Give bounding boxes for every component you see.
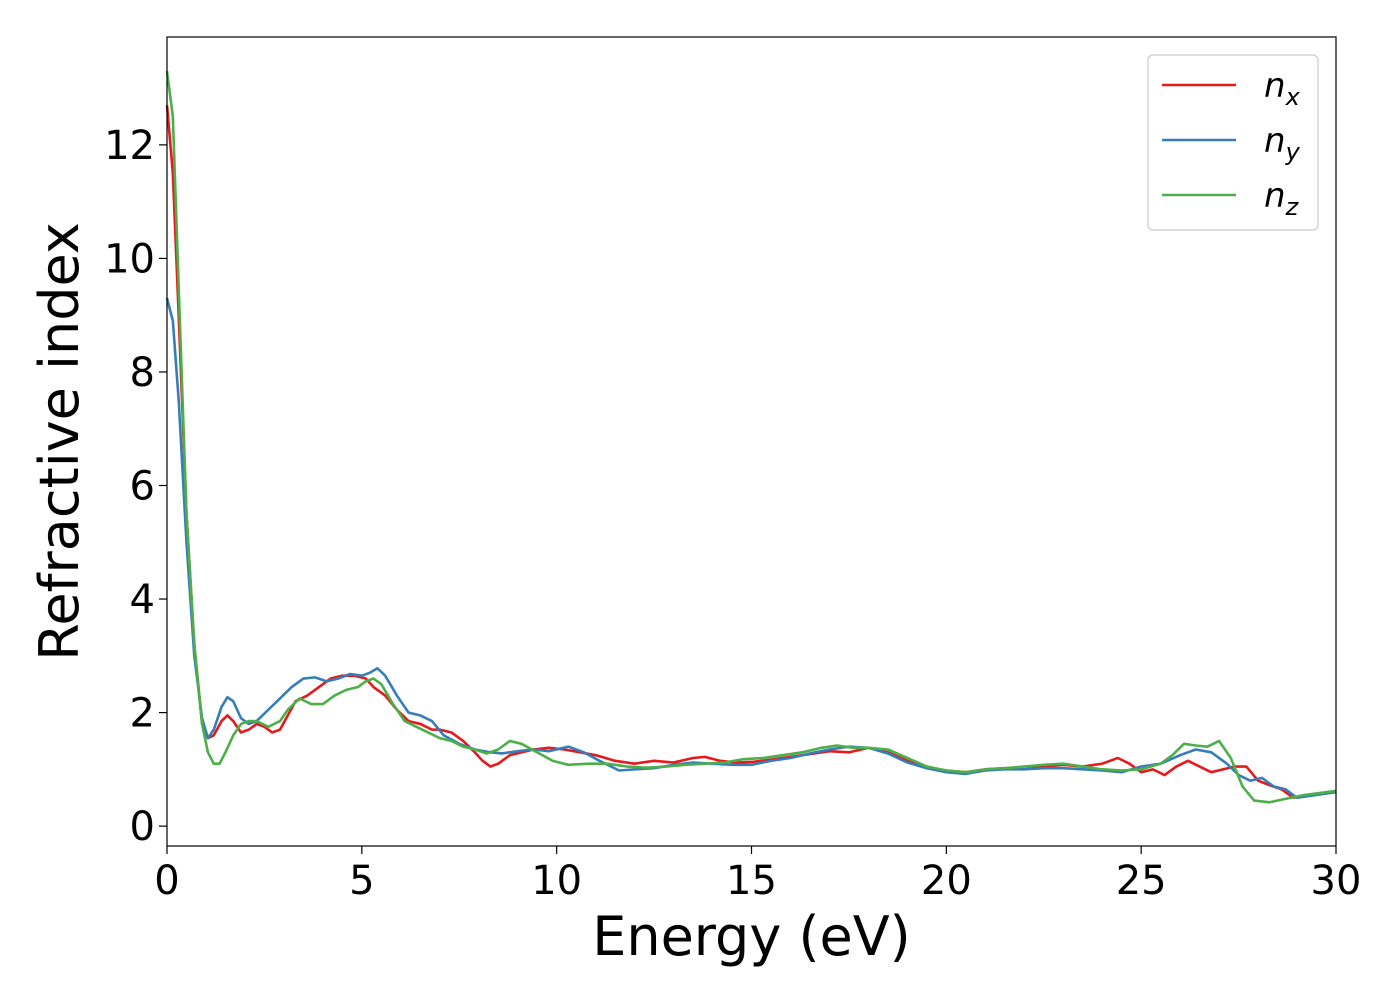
legend-box (1147, 54, 1319, 231)
x-tick-label: 10 (531, 858, 582, 904)
x-axis-label: Energy (eV) (592, 905, 911, 968)
series-layer (165, 70, 1337, 804)
y-tick-label: 8 (130, 350, 155, 396)
x-axis-ticks: 0 5 10 15 20 25 30 (154, 846, 1361, 904)
x-tick-label: 0 (154, 858, 179, 904)
y-tick-label: 0 (130, 804, 155, 850)
y-tick-label: 4 (130, 577, 155, 623)
x-tick-label: 30 (1311, 858, 1362, 904)
x-tick-label: 25 (1116, 858, 1167, 904)
y-tick-label: 6 (130, 463, 155, 509)
x-tick-label: 5 (349, 858, 374, 904)
x-tick-label: 20 (921, 858, 972, 904)
x-tick-label: 15 (726, 858, 777, 904)
legend-label-subscript: z (1285, 193, 1300, 221)
legend-label-subscript: x (1285, 83, 1301, 111)
y-tick-label: 2 (130, 691, 155, 737)
y-tick-label: 10 (104, 236, 155, 282)
legend-label-subscript: y (1285, 138, 1301, 166)
y-tick-label: 12 (104, 123, 155, 169)
series-line-n-x (165, 105, 1337, 800)
series-line-n-z (165, 70, 1337, 804)
y-axis-label: Refractive index (28, 222, 91, 661)
y-axis-ticks: 0 2 4 6 8 10 12 (104, 123, 167, 850)
